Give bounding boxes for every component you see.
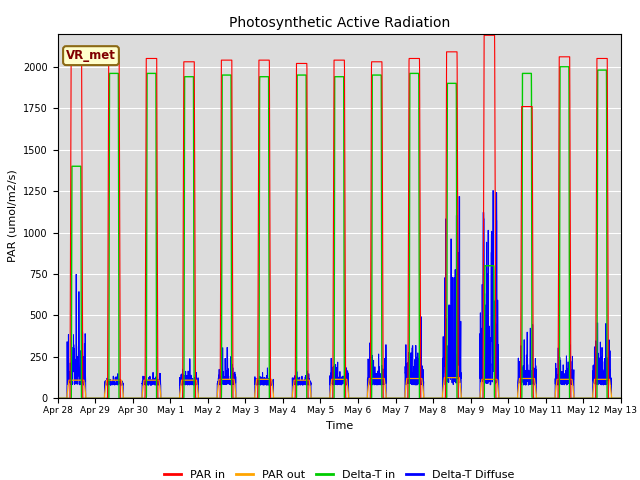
Line: Delta-T in: Delta-T in <box>58 67 621 398</box>
PAR in <box>318 396 326 401</box>
Delta-T in <box>435 396 442 401</box>
Y-axis label: PAR (umol/m2/s): PAR (umol/m2/s) <box>8 169 17 263</box>
PAR in <box>465 396 473 401</box>
Text: VR_met: VR_met <box>66 49 116 62</box>
Title: Photosynthetic Active Radiation: Photosynthetic Active Radiation <box>228 16 450 30</box>
Delta-T in <box>54 396 61 401</box>
Delta-T Diffuse <box>54 396 61 401</box>
Delta-T in <box>497 396 505 401</box>
Delta-T in <box>155 396 163 401</box>
Delta-T in <box>616 396 624 401</box>
Delta-T Diffuse <box>318 396 326 401</box>
Delta-T in <box>318 396 326 401</box>
PAR out <box>435 396 442 401</box>
Delta-T in <box>556 64 564 70</box>
PAR in <box>498 396 506 401</box>
PAR out <box>466 396 474 401</box>
PAR in <box>616 396 624 401</box>
PAR in <box>435 396 442 401</box>
Delta-T Diffuse <box>489 188 497 193</box>
Delta-T Diffuse <box>155 382 163 388</box>
PAR out <box>440 375 448 381</box>
Line: PAR out: PAR out <box>58 378 621 398</box>
Delta-T Diffuse <box>617 396 625 401</box>
Delta-T in <box>465 396 473 401</box>
PAR out <box>616 396 624 401</box>
Delta-T Diffuse <box>435 396 442 401</box>
PAR out <box>155 377 163 383</box>
Delta-T Diffuse <box>498 396 506 401</box>
X-axis label: Time: Time <box>326 420 353 431</box>
PAR out <box>54 396 61 401</box>
PAR in <box>617 396 625 401</box>
Legend: PAR in, PAR out, Delta-T in, Delta-T Diffuse: PAR in, PAR out, Delta-T in, Delta-T Dif… <box>160 465 518 480</box>
PAR in <box>155 396 163 401</box>
PAR out <box>498 396 506 401</box>
PAR in <box>54 396 61 401</box>
PAR in <box>480 32 488 38</box>
Delta-T Diffuse <box>616 396 624 401</box>
PAR out <box>617 396 625 401</box>
Line: PAR in: PAR in <box>58 35 621 398</box>
PAR out <box>318 396 326 401</box>
Delta-T Diffuse <box>465 396 473 401</box>
Delta-T in <box>617 396 625 401</box>
Line: Delta-T Diffuse: Delta-T Diffuse <box>58 191 621 398</box>
